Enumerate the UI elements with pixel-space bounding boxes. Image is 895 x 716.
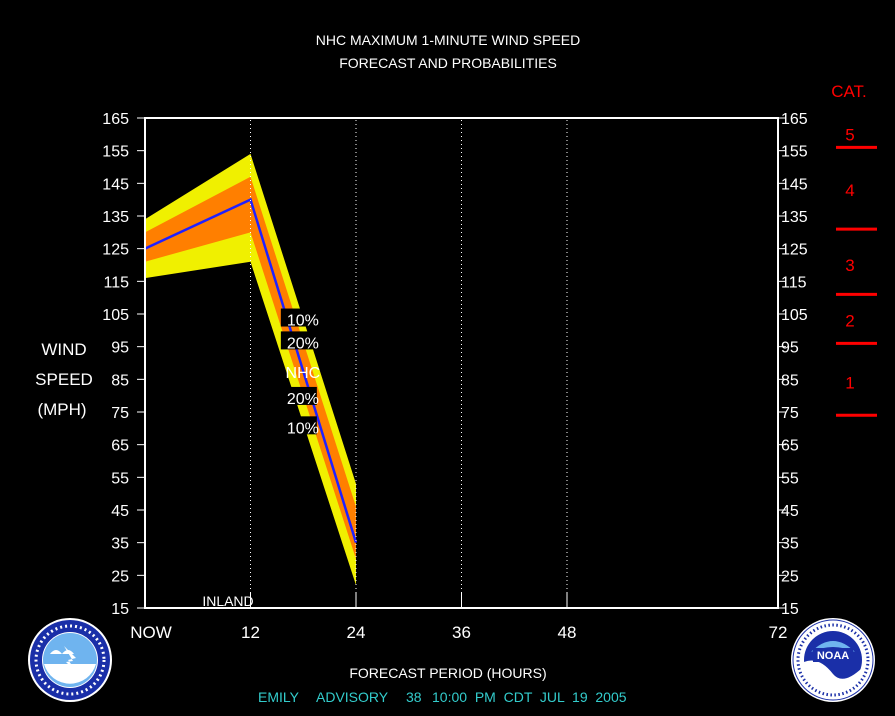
axis-ticks xyxy=(137,117,786,609)
y-tick-label-right: 85 xyxy=(781,372,799,389)
category-label-1: 1 xyxy=(845,374,854,393)
y-tick-label-right: 155 xyxy=(781,144,808,161)
label-probability: 20% xyxy=(287,335,319,352)
y-tick-label-left: 55 xyxy=(111,470,129,487)
y-tick-label-left: 125 xyxy=(102,242,129,259)
label-probability: 10% xyxy=(287,313,319,330)
x-tick-label: NOW xyxy=(130,623,172,642)
category-label-2: 2 xyxy=(845,312,854,331)
chart-title-line2: FORECAST AND PROBABILITIES xyxy=(339,55,557,71)
svg-text:NOAA: NOAA xyxy=(817,650,849,662)
y-tick-label-right: 165 xyxy=(781,111,808,128)
y-tick-label-right: 125 xyxy=(781,242,808,259)
advisory-footer: EMILY ADVISORY 38 10:00 PM CDT JUL 19 20… xyxy=(258,689,627,705)
label-background xyxy=(280,331,317,350)
y-axis-title-line3: (MPH) xyxy=(37,400,86,419)
y-axis-right-labels: 15 25 35 45 55 65 75 85 95 105 115 125 135 145 155 165 xyxy=(781,111,808,618)
y-tick-label-right: 45 xyxy=(781,503,799,520)
x-tick-label: 12 xyxy=(241,623,260,642)
y-tick-label-right: 95 xyxy=(781,340,799,357)
category-label-4: 4 xyxy=(845,181,854,200)
y-tick-label-left: 155 xyxy=(102,144,129,161)
advisory-number: 38 xyxy=(406,689,422,705)
y-tick-label-right: 135 xyxy=(781,209,808,226)
nws-logo xyxy=(28,618,112,702)
nhc-forecast-line xyxy=(144,197,358,544)
y-tick-label-right: 115 xyxy=(781,274,807,291)
y-tick-label-left: 45 xyxy=(111,503,129,520)
y-tick-label-right: 75 xyxy=(781,405,799,422)
x-axis-labels: NOW 12 24 36 48 72 xyxy=(130,623,787,642)
y-tick-label-left: 105 xyxy=(102,307,129,324)
y-tick-label-right: 35 xyxy=(781,536,799,553)
y-axis-title-line2: SPEED xyxy=(35,370,93,389)
y-axis-left-labels: 15 25 35 45 55 65 75 85 95 105 115 125 135 145 155 165 xyxy=(102,111,129,618)
y-tick-label-right: 145 xyxy=(781,176,808,193)
probability-bands xyxy=(144,153,358,586)
y-tick-label-left: 65 xyxy=(111,438,129,455)
category-heading: CAT. xyxy=(831,82,867,101)
y-tick-label-right: 105 xyxy=(781,307,808,324)
y-tick-label-left: 25 xyxy=(111,568,129,585)
label-probability: 10% xyxy=(287,420,319,437)
x-axis-title: FORECAST PERIOD (HOURS) xyxy=(349,665,546,681)
noaa-logo: NOAA xyxy=(791,618,875,702)
x-tick-label: 36 xyxy=(452,623,471,642)
y-tick-label-right: 25 xyxy=(781,568,799,585)
band-10-percent xyxy=(145,153,356,586)
chart-title-line1: NHC MAXIMUM 1-MINUTE WIND SPEED xyxy=(316,32,580,48)
category-label-3: 3 xyxy=(845,256,854,275)
x-tick-label: 48 xyxy=(558,623,577,642)
y-tick-label-left: 165 xyxy=(102,111,129,128)
x-tick-label: 72 xyxy=(769,623,788,642)
y-tick-label-right: 65 xyxy=(781,438,799,455)
storm-name: EMILY xyxy=(258,689,300,705)
y-axis-title-line1: WIND xyxy=(41,340,86,359)
y-tick-label-left: 145 xyxy=(102,176,129,193)
advisory-issued-time: 10:00 PM CDT JUL 19 2005 xyxy=(432,689,627,705)
advisory-label: ADVISORY xyxy=(316,689,389,705)
category-label-5: 5 xyxy=(845,125,854,144)
label-background xyxy=(280,386,317,405)
y-tick-label-left: 15 xyxy=(111,601,129,618)
y-tick-label-left: 35 xyxy=(111,536,129,553)
y-tick-label-left: 85 xyxy=(111,372,129,389)
y-tick-label-left: 135 xyxy=(102,209,129,226)
y-tick-label-left: 75 xyxy=(111,405,129,422)
y-tick-label-left: 115 xyxy=(103,274,129,291)
inland-annotation: INLAND xyxy=(202,593,253,609)
y-tick-label-right: 15 xyxy=(781,601,799,618)
label-background xyxy=(280,416,317,435)
y-tick-label-left: 95 xyxy=(111,340,129,357)
label-nhc: NHC xyxy=(286,365,321,382)
in-plot-labels: 10% 20% NHC 20% 10% INLAND xyxy=(202,308,321,609)
label-background xyxy=(280,308,317,327)
label-probability: 20% xyxy=(287,391,319,408)
saffir-simpson-category-scale: CAT. 1 2 3 4 5 xyxy=(831,82,877,417)
x-tick-label: 24 xyxy=(347,623,366,642)
y-tick-label-right: 55 xyxy=(781,470,799,487)
